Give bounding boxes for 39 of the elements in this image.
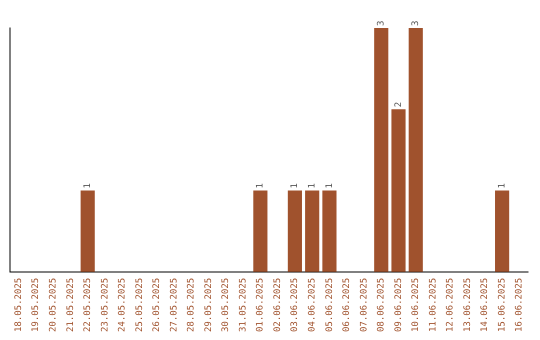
- data-label: 1: [324, 183, 335, 189]
- x-tick-label: 07.06.2025: [359, 278, 370, 332]
- data-label: 1: [308, 183, 318, 189]
- data-label: 3: [376, 20, 387, 26]
- x-tick-label: 24.05.2025: [118, 278, 128, 332]
- data-label: 1: [497, 183, 508, 189]
- x-tick-label: 03.06.2025: [290, 278, 300, 332]
- x-tick-label: 09.06.2025: [394, 278, 404, 332]
- x-tick-label: 01.06.2025: [256, 278, 266, 332]
- x-tick-label: 25.05.2025: [134, 278, 145, 332]
- x-tick-label: 29.05.2025: [204, 278, 214, 332]
- x-tick-label: 12.06.2025: [446, 278, 456, 332]
- x-tick-label: 11.06.2025: [428, 278, 438, 332]
- x-tick-label: 28.05.2025: [186, 278, 197, 332]
- x-tick-label: 15.06.2025: [497, 278, 508, 332]
- data-label: 1: [83, 183, 94, 189]
- x-tick-label: 06.06.2025: [342, 278, 352, 332]
- data-label: 2: [394, 102, 404, 108]
- x-tick-label: 18.05.2025: [14, 278, 24, 332]
- x-tick-label: 13.06.2025: [462, 278, 473, 332]
- x-tick-label: 31.05.2025: [238, 278, 248, 332]
- x-tick-label: 30.05.2025: [221, 278, 232, 332]
- x-tick-label: 10.06.2025: [411, 278, 422, 332]
- data-label: 1: [256, 183, 266, 189]
- x-tick-label: 27.05.2025: [169, 278, 180, 332]
- data-label: 3: [411, 20, 422, 26]
- x-tick-label: 14.06.2025: [480, 278, 490, 332]
- x-tick-label: 08.06.2025: [376, 278, 387, 332]
- x-tick-label: 05.06.2025: [324, 278, 335, 332]
- x-tick-label: 21.05.2025: [66, 278, 76, 332]
- x-tick-label: 02.06.2025: [272, 278, 283, 332]
- x-tick-label: 20.05.2025: [48, 278, 59, 332]
- data-label: 1: [290, 183, 300, 189]
- x-tick-label: 23.05.2025: [100, 278, 110, 332]
- x-tick-label: 22.05.2025: [83, 278, 94, 332]
- x-tick-label: 26.05.2025: [152, 278, 162, 332]
- x-tick-label: 16.06.2025: [514, 278, 525, 332]
- x-tick-label: 04.06.2025: [308, 278, 318, 332]
- x-tick-label: 19.05.2025: [31, 278, 42, 332]
